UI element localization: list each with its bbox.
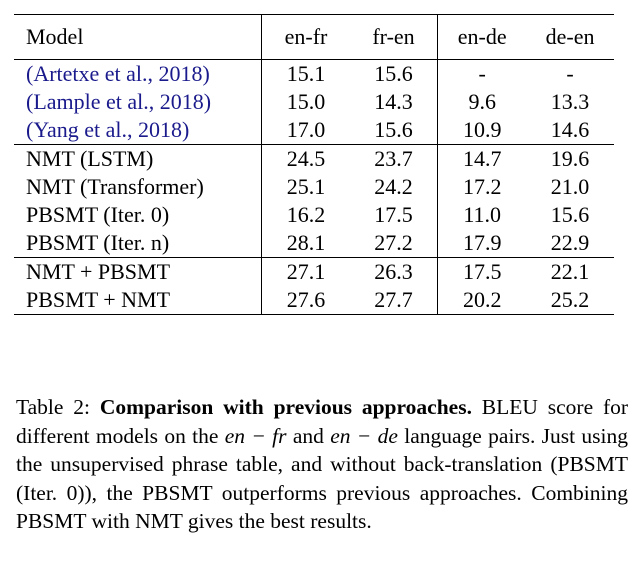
- score-cell-en-de: 17.9: [437, 229, 527, 258]
- caption-title: Comparison with previous approaches.: [99, 395, 472, 419]
- score-cell-en-de: 10.9: [437, 116, 527, 145]
- score-cell-en-de: 17.2: [437, 173, 527, 201]
- score-cell-de-en: 14.6: [550, 117, 590, 142]
- results-table: Model en-fr fr-en en-de de-en (Artetxe e…: [14, 14, 614, 315]
- caption-label: Table 2:: [16, 395, 90, 419]
- citation-cell[interactable]: (Yang et al., 2018): [26, 117, 190, 142]
- score-cell-fr-en: 26.3: [349, 257, 438, 286]
- table-row: NMT (Transformer) 25.1 24.2 17.2 21.0: [14, 173, 614, 201]
- score-cell-fr-en: 23.7: [349, 144, 438, 173]
- header-fr-en: fr-en: [349, 14, 438, 60]
- score-cell-en-de: 9.6: [437, 88, 527, 116]
- model-name-cell: NMT (LSTM): [14, 144, 262, 173]
- score-cell-fr-en: 24.2: [374, 174, 413, 199]
- table-row: PBSMT (Iter. n) 28.1 27.2 17.9 22.9: [14, 229, 614, 258]
- score-cell-de-en: 15.6: [550, 202, 590, 227]
- citation-cell[interactable]: (Artetxe et al., 2018): [14, 59, 262, 88]
- header-de-en: de-en: [526, 14, 614, 60]
- score-cell-en-de: 17.5: [437, 257, 527, 286]
- score-cell-de-en: 19.6: [526, 144, 614, 173]
- model-name-cell: NMT (Transformer): [26, 174, 204, 199]
- score-cell-fr-en: 27.2: [374, 230, 413, 255]
- model-name-cell: PBSMT (Iter. 0): [26, 202, 170, 227]
- caption-text-3: language pairs. Just using the unsupervi…: [16, 423, 628, 534]
- table-row: (Yang et al., 2018) 17.0 15.6 10.9 14.6: [14, 116, 614, 145]
- score-cell-fr-en: 17.5: [374, 202, 413, 227]
- table-header-row: Model en-fr fr-en en-de de-en: [14, 14, 614, 60]
- score-cell-de-en: 21.0: [550, 174, 590, 199]
- score-cell-en-fr: 27.1: [261, 257, 350, 286]
- citation-cell[interactable]: (Lample et al., 2018): [26, 89, 212, 114]
- score-cell-de-en: 25.2: [526, 286, 614, 315]
- score-cell-fr-en: 15.6: [374, 117, 413, 142]
- score-cell-en-de: 20.2: [437, 286, 527, 315]
- score-cell-en-fr: 16.2: [261, 201, 350, 229]
- score-cell-en-fr: 25.1: [261, 173, 350, 201]
- caption-text-2: and: [292, 423, 324, 448]
- table-row: NMT (LSTM) 24.5 23.7 14.7 19.6: [14, 144, 614, 173]
- score-cell-de-en: -: [526, 59, 614, 88]
- table-row: PBSMT (Iter. 0) 16.2 17.5 11.0 15.6: [14, 201, 614, 229]
- model-name-cell: PBSMT + NMT: [14, 286, 262, 315]
- table-row: (Artetxe et al., 2018) 15.1 15.6- -: [14, 59, 614, 88]
- score-cell-en-fr: 28.1: [261, 229, 350, 258]
- model-name-cell: NMT + PBSMT: [14, 257, 262, 286]
- model-name-cell: PBSMT (Iter. n): [26, 230, 170, 255]
- table-body: (Artetxe et al., 2018) 15.1 15.6- - (Lample …: [14, 59, 614, 315]
- caption-text-1: BLEU score for different models on the: [16, 395, 629, 448]
- caption-math-1: en − fr: [224, 423, 287, 448]
- results-table-container: Model en-fr fr-en en-de de-en (Artetxe e…: [14, 14, 614, 315]
- header-en-fr: en-fr: [261, 14, 350, 60]
- score-cell-de-en: 22.1: [526, 257, 614, 286]
- table-row: PBSMT + NMT 27.6 27.7 20.2 25.2: [14, 286, 614, 315]
- header-model: Model: [14, 14, 262, 60]
- header-en-de: en-de: [437, 14, 527, 60]
- caption-math-2: en − de: [330, 423, 398, 448]
- score-cell-en-fr: 15.1: [261, 59, 350, 88]
- score-cell-en-de: 11.0: [437, 201, 527, 229]
- score-cell-fr-en: 15.6: [349, 59, 438, 88]
- table-caption: Table 2: Comparison with previous approa…: [16, 393, 628, 536]
- score-cell-en-de: -: [437, 59, 527, 88]
- score-cell-en-fr: 15.0: [261, 88, 350, 116]
- score-cell-en-fr: 24.5: [261, 144, 350, 173]
- table-row: NMT + PBSMT 27.1 26.3 17.5 22.1: [14, 257, 614, 286]
- score-cell-en-fr: 27.6: [261, 286, 350, 315]
- score-cell-de-en: 22.9: [550, 230, 590, 255]
- score-cell-en-de: 14.7: [437, 144, 527, 173]
- score-cell-fr-en: 27.7: [349, 286, 438, 315]
- score-cell-fr-en: 14.3: [374, 89, 413, 114]
- score-cell-de-en: 13.3: [550, 89, 590, 114]
- table-row: (Lample et al., 2018) 15.0 14.3 9.6 13.3: [14, 88, 614, 116]
- score-cell-en-fr: 17.0: [261, 116, 350, 145]
